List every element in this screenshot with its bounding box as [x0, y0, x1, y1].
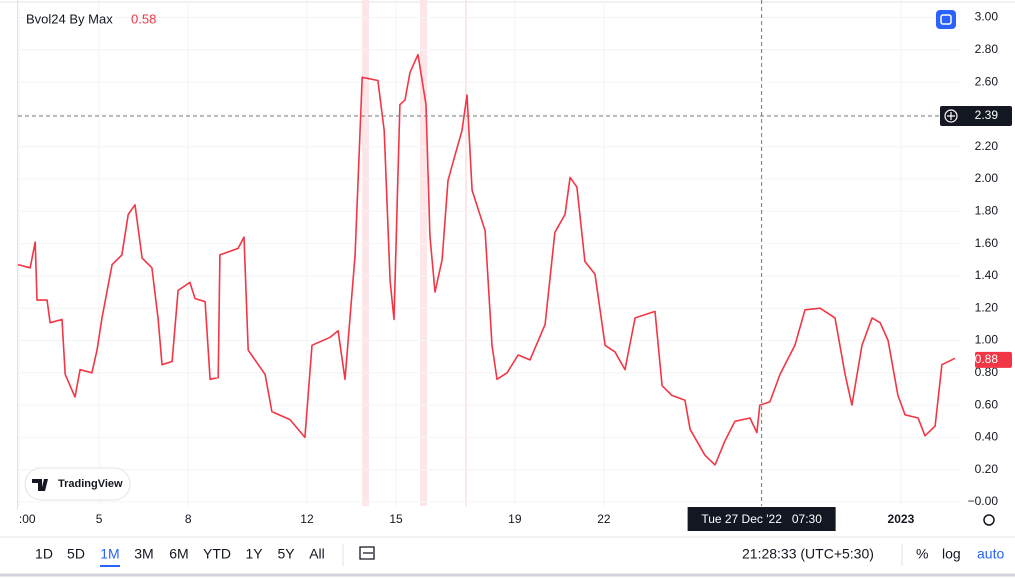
- x-tick-label: :00: [19, 512, 36, 526]
- series-line: [17, 53, 956, 466]
- y-tick-label: 0.80: [975, 365, 999, 379]
- range-button[interactable]: 1D: [35, 546, 53, 562]
- x-tick-label: 15: [389, 512, 403, 526]
- last-value-box: [975, 351, 1012, 368]
- range-button[interactable]: 6M: [169, 546, 188, 562]
- watermark-logo: [32, 479, 48, 491]
- percent-toggle[interactable]: %: [916, 546, 928, 562]
- x-tick-label: 5: [96, 512, 103, 526]
- range-button[interactable]: 1M: [100, 546, 119, 562]
- series-title: Bvol24 By Max: [26, 11, 113, 26]
- crosshair-time-box: [687, 507, 836, 531]
- settings-icon[interactable]: [936, 10, 956, 29]
- plot: [17, 0, 960, 506]
- add-alert-plus: [947, 112, 955, 121]
- y-tick-label: 2.20: [975, 139, 999, 153]
- range-button[interactable]: 5Y: [277, 546, 295, 562]
- axis-settings[interactable]: [983, 514, 995, 526]
- y-tick-label: 1.80: [975, 203, 999, 217]
- y-tick-label: 3.00: [975, 10, 999, 24]
- y-tick-label: 1.40: [975, 268, 999, 282]
- settings-icon-glyph: [940, 14, 952, 25]
- y-tick-label: 0.20: [975, 462, 999, 476]
- range-button[interactable]: All: [309, 546, 325, 562]
- y-tick-label: 1.20: [975, 300, 999, 314]
- y-tick-label: −0.00: [968, 494, 999, 508]
- legend-value: 0.58: [131, 11, 156, 26]
- range-button[interactable]: 3M: [134, 546, 153, 562]
- watermark: TradingView: [58, 478, 123, 490]
- y-tick-label: 1.00: [975, 333, 999, 347]
- x-tick-label: 8: [185, 512, 192, 526]
- range-button[interactable]: YTD: [203, 546, 231, 562]
- session-highlight: [362, 0, 369, 506]
- x-tick-label: 2023: [888, 512, 915, 526]
- watermark-box: [24, 467, 131, 501]
- log-toggle[interactable]: log: [942, 546, 961, 562]
- y-tick-label: 2.80: [975, 42, 999, 56]
- last-value: 0.88: [975, 352, 999, 366]
- x-tick-label: 19: [508, 512, 522, 526]
- y-tick-label: 2.60: [975, 74, 999, 88]
- range-button[interactable]: 1Y: [245, 546, 263, 562]
- range-button[interactable]: 5D: [67, 546, 85, 562]
- session-highlight: [420, 0, 427, 506]
- y-tick-label: 1.60: [975, 236, 999, 250]
- clock: 21:28:33 (UTC+5:30): [742, 546, 874, 562]
- crosshair-price: 2.39: [975, 108, 999, 122]
- y-tick-label: 2.00: [975, 171, 999, 185]
- y-tick-label: 0.60: [975, 397, 999, 411]
- y-tick-label: 0.40: [975, 430, 999, 444]
- date-range-icon[interactable]: [359, 546, 375, 560]
- add-alert-icon[interactable]: [944, 109, 958, 123]
- crosshair-time: Tue 27 Dec '22 07:30: [701, 512, 822, 526]
- x-tick-label: 22: [597, 512, 611, 526]
- x-tick-label: 12: [300, 512, 314, 526]
- crosshair-price-box: [940, 106, 1012, 127]
- auto-toggle[interactable]: auto: [977, 546, 1004, 562]
- session-highlight: [465, 0, 467, 506]
